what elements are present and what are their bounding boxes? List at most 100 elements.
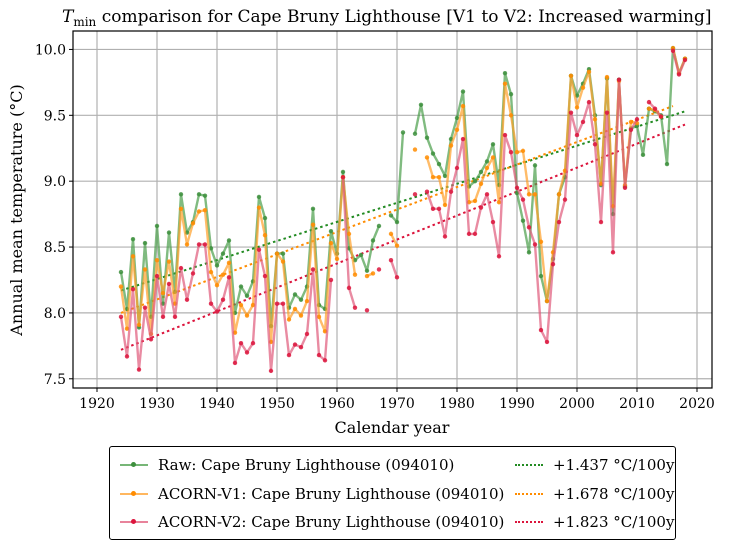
y-tick-label: 9.5: [44, 108, 66, 124]
data-point: [124, 326, 130, 331]
data-point: [376, 223, 382, 229]
data-point: [202, 207, 208, 213]
legend-label-trend-v2: +1.823 °C/100y: [553, 513, 675, 531]
data-point: [262, 232, 268, 238]
data-point: [430, 151, 436, 156]
data-point: [652, 106, 658, 111]
data-point: [220, 251, 226, 256]
x-tick-label: 1960: [319, 396, 355, 412]
data-point: [394, 275, 400, 280]
data-point: [148, 337, 154, 342]
x-tick-label: 1920: [79, 396, 115, 412]
data-point: [196, 192, 202, 197]
data-point: [262, 215, 268, 221]
data-point: [586, 99, 592, 105]
data-point: [472, 231, 478, 237]
data-point: [250, 302, 256, 308]
data-point: [550, 261, 556, 267]
data-point: [130, 286, 136, 292]
data-point: [388, 213, 394, 218]
data-point: [208, 301, 214, 306]
title-subscript: min: [73, 15, 96, 29]
data-point: [136, 322, 142, 327]
legend-item-raw: Raw: Cape Bruny Lighthouse (094010): [120, 453, 454, 477]
data-point: [442, 234, 448, 239]
data-point: [484, 165, 490, 171]
data-point: [592, 117, 598, 122]
legend-label-acorn-v1: ACORN-V1: Cape Bruny Lighthouse (094010): [158, 485, 505, 503]
data-point: [298, 297, 304, 302]
data-point: [220, 297, 226, 302]
legend-item-trend-v2: +1.823 °C/100y: [515, 510, 674, 534]
data-point: [184, 242, 190, 247]
data-point: [526, 225, 532, 230]
data-point: [244, 313, 250, 318]
data-point: [340, 169, 346, 175]
data-point: [370, 271, 376, 276]
data-point: [562, 197, 568, 202]
data-point: [358, 252, 364, 258]
data-point: [262, 273, 268, 279]
data-point: [244, 293, 250, 298]
data-point: [178, 192, 184, 197]
data-point: [238, 341, 244, 346]
data-point: [472, 178, 478, 184]
data-point: [334, 256, 340, 262]
x-tick-label: 2020: [679, 396, 715, 412]
data-point: [226, 238, 232, 243]
data-point: [364, 273, 370, 279]
legend-item-acorn-v2: ACORN-V2: Cape Bruny Lighthouse (094010): [120, 510, 504, 534]
data-point: [292, 306, 298, 312]
title-text: comparison for Cape Bruny Lighthouse [V1…: [96, 7, 711, 27]
data-point: [496, 200, 502, 205]
data-point: [604, 110, 610, 115]
legend-item-trend-v1: +1.678 °C/100y: [515, 482, 674, 506]
data-point: [424, 189, 430, 194]
data-point: [442, 202, 448, 208]
trendline-2: [120, 123, 686, 351]
data-point: [202, 242, 208, 247]
data-point: [256, 205, 262, 210]
data-point: [622, 185, 628, 190]
data-point: [142, 240, 148, 246]
data-point: [346, 231, 352, 237]
data-point: [634, 117, 640, 122]
data-point: [514, 185, 520, 190]
data-point: [586, 69, 592, 75]
data-point: [160, 314, 166, 320]
data-point: [478, 169, 484, 175]
data-point: [280, 259, 286, 264]
legend-swatch-trend-v2: [515, 516, 543, 528]
data-point: [160, 290, 166, 296]
data-point: [442, 173, 448, 179]
data-point: [238, 284, 244, 289]
x-tick-label: 1970: [379, 396, 415, 412]
data-point: [556, 219, 562, 225]
data-point: [682, 57, 688, 63]
data-point: [454, 127, 460, 133]
legend-label-trend-v1: +1.678 °C/100y: [553, 485, 675, 503]
title-symbol: T: [62, 7, 75, 27]
data-point: [322, 358, 328, 363]
data-point: [316, 314, 322, 320]
data-point: [610, 250, 616, 255]
data-point: [496, 254, 502, 259]
data-point: [466, 231, 472, 237]
data-point: [568, 73, 574, 78]
y-tick-label: 7.5: [44, 372, 66, 388]
data-point: [448, 189, 454, 194]
data-point: [280, 301, 286, 306]
x-tick-label: 1930: [139, 396, 175, 412]
trendline-1: [120, 105, 674, 314]
data-point: [244, 350, 250, 355]
data-point: [394, 243, 400, 248]
data-point: [526, 250, 532, 255]
data-point: [298, 313, 304, 318]
data-point: [124, 354, 130, 359]
data-point: [154, 273, 160, 279]
data-point: [214, 283, 220, 288]
x-tick-label: 2000: [559, 396, 595, 412]
data-point: [532, 192, 538, 197]
data-point: [448, 143, 454, 148]
data-point: [310, 206, 316, 212]
